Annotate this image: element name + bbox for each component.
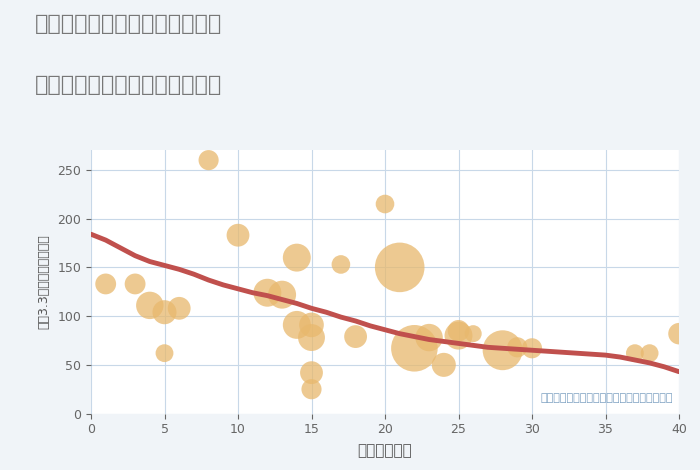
Point — [159, 308, 170, 316]
Point — [291, 254, 302, 261]
Point — [512, 344, 523, 351]
Point — [468, 330, 479, 337]
Text: 兵庫県たつの市揖保川町本條の: 兵庫県たつの市揖保川町本條の — [35, 14, 223, 34]
Point — [232, 231, 244, 239]
Point — [453, 327, 464, 335]
Point — [335, 261, 346, 268]
Point — [203, 157, 214, 164]
Point — [673, 330, 685, 337]
Point — [350, 333, 361, 340]
Y-axis label: 平（3.3㎡）単価（万円）: 平（3.3㎡）単価（万円） — [38, 235, 50, 329]
X-axis label: 築年数（年）: 築年数（年） — [358, 443, 412, 458]
Point — [174, 305, 185, 312]
Point — [276, 291, 288, 298]
Point — [379, 200, 391, 208]
Text: 円の大きさは、取引のあった物件面積を示す: 円の大きさは、取引のあった物件面積を示す — [540, 393, 673, 403]
Point — [394, 264, 405, 271]
Point — [100, 280, 111, 288]
Point — [306, 369, 317, 376]
Point — [144, 302, 155, 309]
Point — [306, 334, 317, 341]
Point — [306, 321, 317, 329]
Point — [453, 332, 464, 339]
Point — [291, 321, 302, 329]
Point — [424, 334, 435, 341]
Point — [262, 289, 273, 297]
Point — [306, 385, 317, 393]
Point — [438, 361, 449, 368]
Point — [644, 349, 655, 357]
Point — [629, 349, 641, 357]
Point — [130, 280, 141, 288]
Text: 築年数別中古マンション坪単価: 築年数別中古マンション坪単価 — [35, 75, 223, 95]
Point — [409, 345, 420, 352]
Point — [159, 349, 170, 357]
Point — [526, 345, 538, 352]
Point — [497, 346, 508, 354]
